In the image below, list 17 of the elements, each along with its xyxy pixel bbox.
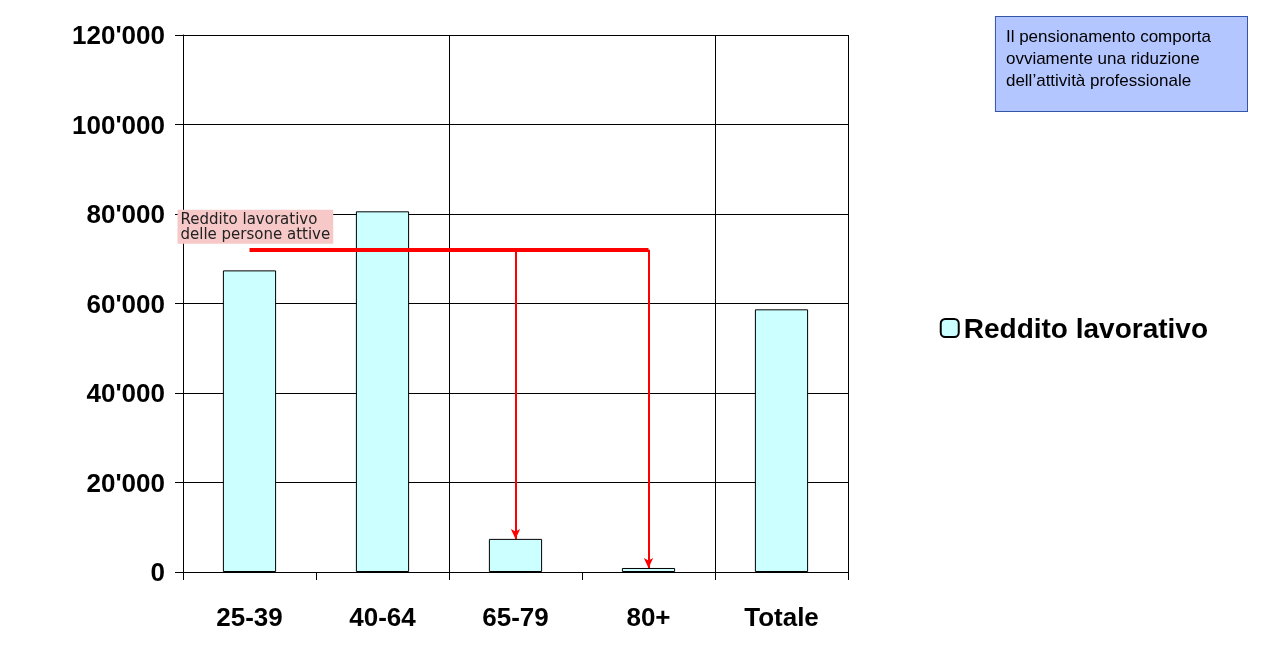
x-tick-label: Totale: [744, 602, 819, 632]
x-tick-label: 65-79: [482, 602, 549, 632]
y-tick-label: 40'000: [86, 378, 165, 408]
y-tick-label: 60'000: [86, 288, 165, 319]
ref-line-label: Reddito lavorativo delle persone attive: [180, 210, 331, 244]
x-tick-label: 80+: [626, 602, 671, 632]
bar: [621, 567, 676, 572]
y-tick-label: 0: [150, 557, 165, 587]
y-tick-label: 80'000: [86, 199, 165, 229]
legend-label: Reddito lavorativo: [963, 312, 1208, 344]
y-tick-label: 120'000: [72, 20, 165, 50]
x-tick-label: 40-64: [349, 602, 417, 632]
x-tick-label: 25-39: [216, 602, 283, 632]
text: Il pensionamento comporta ovviamente una riduzione dell’attività professionale: [1005, 26, 1212, 90]
y-tick-label: 100'000: [72, 109, 165, 140]
bar: [488, 538, 543, 572]
y-tick-label: 20'000: [86, 467, 165, 498]
